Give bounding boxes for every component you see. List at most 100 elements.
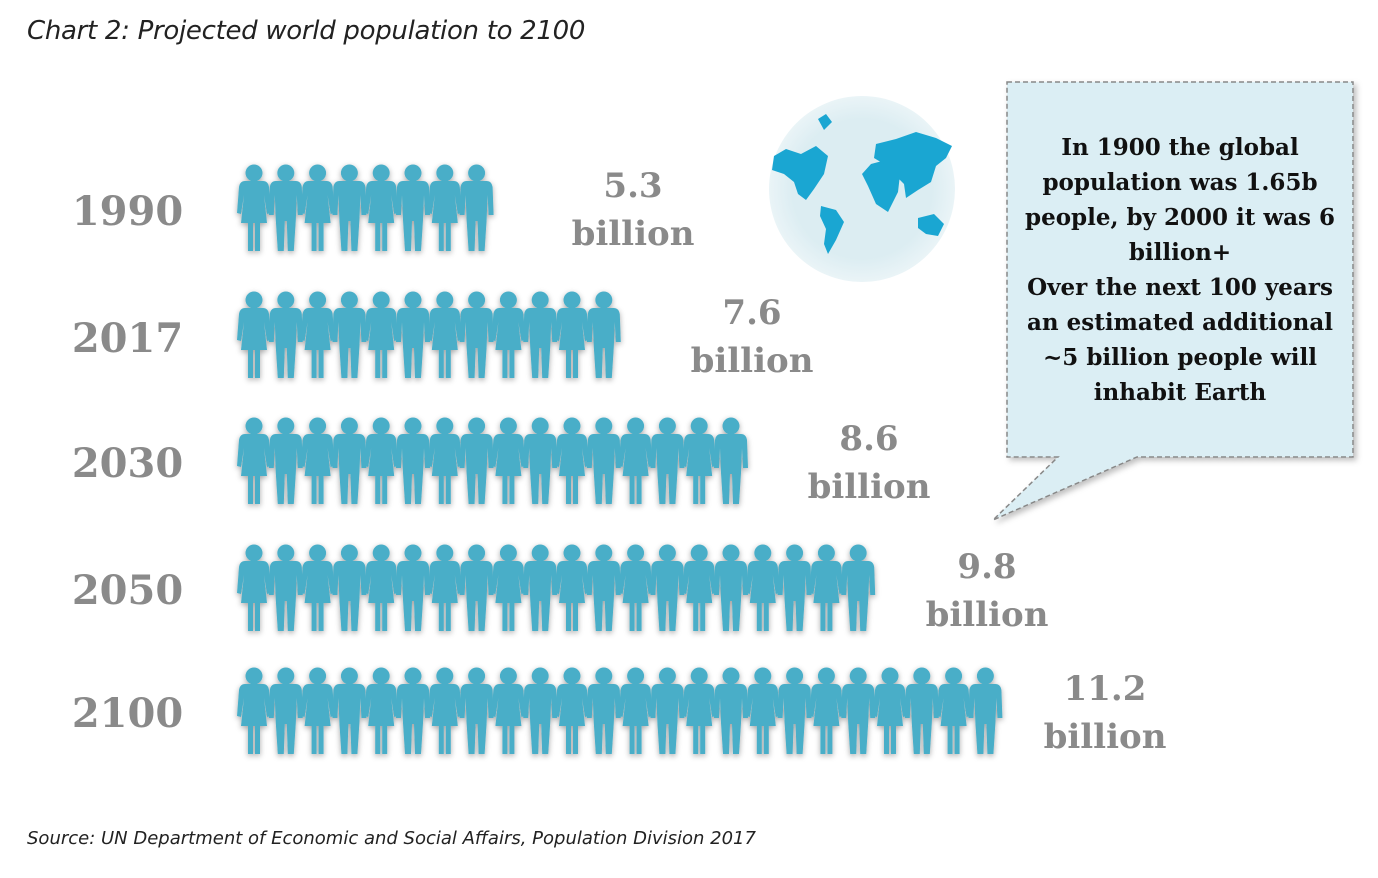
female-person-icon xyxy=(555,544,589,631)
male-person-icon xyxy=(523,544,558,631)
value-unit: billion xyxy=(807,467,931,507)
female-person-icon xyxy=(555,667,589,754)
female-person-icon xyxy=(427,667,462,754)
world-map-globe-icon xyxy=(769,96,955,282)
value-label: 9.8 billion xyxy=(907,543,1067,639)
value-unit: billion xyxy=(571,214,695,254)
female-person-icon xyxy=(555,291,589,378)
female-person-icon xyxy=(745,667,780,754)
year-label: 2050 xyxy=(71,567,184,614)
female-person-icon xyxy=(300,417,335,504)
female-person-icon xyxy=(427,417,462,504)
male-person-icon xyxy=(586,544,621,631)
female-person-icon xyxy=(809,544,844,631)
value-number: 7.6 xyxy=(722,293,782,333)
male-person-icon xyxy=(523,417,558,504)
female-person-icon xyxy=(936,667,971,754)
female-person-icon xyxy=(237,667,271,754)
male-person-icon xyxy=(714,417,748,504)
value-label: 11.2 billion xyxy=(1025,665,1185,761)
annotation-line: billion+ xyxy=(1128,239,1232,266)
male-person-icon xyxy=(968,667,1003,754)
annotation-line: people, by 2000 it was 6 xyxy=(1024,204,1336,231)
annotation-line: ~5 billion people will xyxy=(1043,344,1317,371)
year-label: 2030 xyxy=(71,440,184,487)
female-person-icon xyxy=(364,164,399,251)
male-person-icon xyxy=(904,667,939,754)
male-person-icon xyxy=(396,417,430,504)
female-person-icon xyxy=(237,164,271,251)
annotation-line: inhabit Earth xyxy=(1093,379,1267,406)
value-unit: billion xyxy=(690,341,814,381)
female-person-icon xyxy=(300,291,335,378)
female-person-icon xyxy=(364,667,399,754)
female-person-icon xyxy=(300,544,335,631)
people-row-2050 xyxy=(237,544,876,631)
male-person-icon xyxy=(714,544,748,631)
female-person-icon xyxy=(745,544,780,631)
male-person-icon xyxy=(777,667,812,754)
male-person-icon xyxy=(523,291,558,378)
value-label: 5.3 billion xyxy=(553,162,713,258)
annotation-text: In 1900 the global population was 1.65b … xyxy=(1012,130,1348,410)
female-person-icon xyxy=(427,544,462,631)
female-person-icon xyxy=(809,667,844,754)
value-label: 8.6 billion xyxy=(789,415,949,511)
value-number: 11.2 xyxy=(1063,669,1147,709)
annotation-line: an estimated additional xyxy=(1026,309,1334,336)
male-person-icon xyxy=(650,417,685,504)
female-person-icon xyxy=(682,544,717,631)
female-person-icon xyxy=(491,544,526,631)
year-label: 2017 xyxy=(71,315,184,362)
value-number: 9.8 xyxy=(957,547,1017,587)
female-person-icon xyxy=(364,291,399,378)
female-person-icon xyxy=(491,291,526,378)
annotation-line: Over the next 100 years xyxy=(1027,274,1333,301)
male-person-icon xyxy=(332,164,367,251)
female-person-icon xyxy=(427,291,462,378)
value-label: 7.6 billion xyxy=(672,289,832,385)
female-person-icon xyxy=(873,667,907,754)
male-person-icon xyxy=(523,667,558,754)
female-person-icon xyxy=(618,544,653,631)
male-person-icon xyxy=(396,544,430,631)
male-person-icon xyxy=(459,417,494,504)
male-person-icon xyxy=(586,417,621,504)
male-person-icon xyxy=(841,667,876,754)
people-row-2017 xyxy=(237,291,621,378)
male-person-icon xyxy=(332,291,367,378)
female-person-icon xyxy=(555,417,589,504)
people-row-1990 xyxy=(237,164,494,251)
source-note: Source: UN Department of Economic and So… xyxy=(27,828,756,849)
male-person-icon xyxy=(396,291,430,378)
year-label: 2100 xyxy=(71,690,184,737)
value-unit: billion xyxy=(1043,717,1167,757)
male-person-icon xyxy=(841,544,876,631)
female-person-icon xyxy=(682,667,717,754)
female-person-icon xyxy=(364,544,399,631)
male-person-icon xyxy=(650,667,685,754)
male-person-icon xyxy=(396,667,430,754)
male-person-icon xyxy=(332,667,367,754)
female-person-icon xyxy=(237,417,271,504)
female-person-icon xyxy=(364,417,399,504)
female-person-icon xyxy=(618,417,653,504)
male-person-icon xyxy=(586,291,621,378)
female-person-icon xyxy=(427,164,462,251)
male-person-icon xyxy=(268,544,303,631)
male-person-icon xyxy=(650,544,685,631)
annotation-line: population was 1.65b xyxy=(1042,169,1318,196)
female-person-icon xyxy=(300,667,335,754)
female-person-icon xyxy=(491,667,526,754)
male-person-icon xyxy=(396,164,430,251)
female-person-icon xyxy=(682,417,717,504)
male-person-icon xyxy=(268,164,303,251)
female-person-icon xyxy=(618,667,653,754)
value-number: 8.6 xyxy=(839,419,899,459)
people-row-2030 xyxy=(237,417,748,504)
male-person-icon xyxy=(714,667,748,754)
female-person-icon xyxy=(237,544,271,631)
male-person-icon xyxy=(268,417,303,504)
male-person-icon xyxy=(777,544,812,631)
